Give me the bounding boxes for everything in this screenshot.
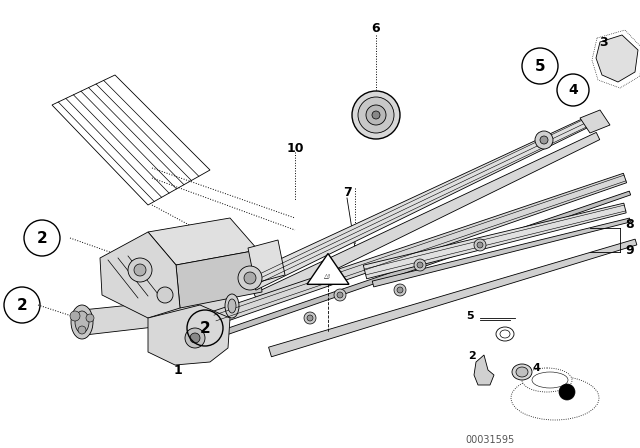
Polygon shape: [148, 305, 230, 365]
Circle shape: [334, 289, 346, 301]
Text: 4: 4: [532, 363, 540, 373]
Circle shape: [238, 266, 262, 290]
Circle shape: [394, 284, 406, 296]
Ellipse shape: [71, 305, 93, 339]
Text: △!: △!: [324, 273, 332, 279]
Circle shape: [128, 258, 152, 282]
Circle shape: [157, 287, 173, 303]
Polygon shape: [222, 191, 630, 336]
Polygon shape: [82, 295, 232, 335]
Circle shape: [397, 287, 403, 293]
Circle shape: [86, 314, 94, 322]
Circle shape: [474, 239, 486, 251]
Polygon shape: [474, 355, 494, 385]
Circle shape: [78, 326, 86, 334]
Text: 2: 2: [200, 320, 211, 336]
Circle shape: [337, 292, 343, 298]
Text: 2: 2: [468, 351, 476, 361]
Text: 1: 1: [173, 363, 182, 376]
Ellipse shape: [516, 367, 528, 377]
Circle shape: [559, 384, 575, 400]
Polygon shape: [269, 239, 637, 357]
Text: 10: 10: [286, 142, 304, 155]
Circle shape: [477, 242, 483, 248]
Polygon shape: [148, 218, 258, 265]
Text: 8: 8: [626, 217, 634, 231]
Polygon shape: [364, 203, 626, 279]
Circle shape: [190, 333, 200, 343]
Polygon shape: [580, 110, 610, 133]
Circle shape: [372, 111, 380, 119]
Circle shape: [352, 91, 400, 139]
Circle shape: [70, 311, 80, 321]
Circle shape: [535, 131, 553, 149]
Polygon shape: [254, 133, 600, 306]
Circle shape: [414, 259, 426, 271]
Text: 3: 3: [598, 35, 607, 48]
Text: 2: 2: [36, 231, 47, 246]
Circle shape: [134, 264, 146, 276]
Circle shape: [417, 262, 423, 268]
Text: 9: 9: [626, 244, 634, 257]
Polygon shape: [596, 35, 638, 82]
Circle shape: [540, 136, 548, 144]
Polygon shape: [248, 113, 598, 290]
Circle shape: [307, 315, 313, 321]
Text: 6: 6: [372, 22, 380, 34]
Polygon shape: [372, 218, 630, 287]
Ellipse shape: [511, 376, 599, 420]
Circle shape: [557, 74, 589, 106]
Ellipse shape: [228, 299, 236, 313]
Circle shape: [185, 328, 205, 348]
Ellipse shape: [522, 368, 572, 392]
Circle shape: [522, 48, 558, 84]
Polygon shape: [176, 250, 262, 308]
Polygon shape: [307, 254, 349, 284]
Polygon shape: [212, 173, 627, 325]
Polygon shape: [248, 240, 285, 283]
Text: 5: 5: [534, 59, 545, 73]
Text: 5: 5: [466, 311, 474, 321]
Polygon shape: [52, 75, 210, 205]
Circle shape: [366, 105, 386, 125]
Text: 4: 4: [568, 83, 578, 97]
Ellipse shape: [532, 372, 568, 388]
Text: 7: 7: [342, 185, 351, 198]
Ellipse shape: [496, 327, 514, 341]
Ellipse shape: [500, 330, 510, 338]
Ellipse shape: [75, 311, 89, 333]
Text: 00031595: 00031595: [465, 435, 515, 445]
Circle shape: [304, 312, 316, 324]
Circle shape: [358, 97, 394, 133]
Text: 2: 2: [17, 297, 28, 313]
Ellipse shape: [225, 294, 239, 318]
Ellipse shape: [512, 364, 532, 380]
Polygon shape: [100, 232, 180, 318]
Circle shape: [244, 272, 256, 284]
